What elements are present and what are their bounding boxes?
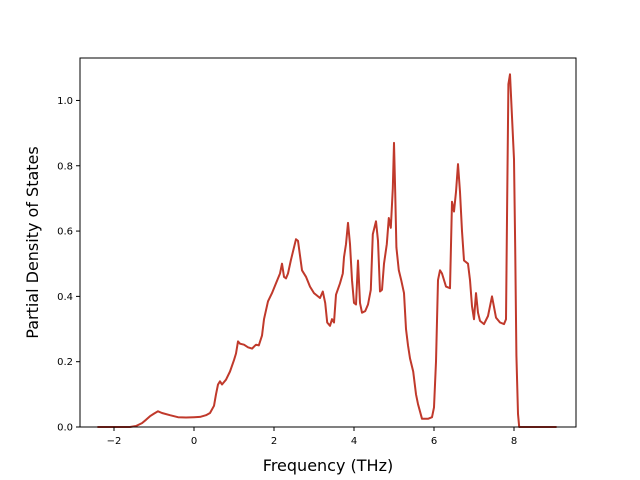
y-tick-label: 0.2 [57,357,73,368]
x-axis-label: Frequency (THz) [263,456,393,475]
y-tick-label: 1.0 [57,96,73,107]
series-line-pdos [97,73,557,428]
y-tick-label: 0.6 [57,227,73,238]
x-axis-ticks: −2 0 2 4 6 8 [107,427,517,447]
x-tick-label: 0 [191,436,197,447]
x-tick-label: 2 [271,436,277,447]
axes-frame [79,57,577,428]
y-axis-ticks: 0.0 0.2 0.4 0.6 0.8 1.0 [57,96,80,434]
y-tick-label: 0.0 [57,423,73,434]
y-axis-label: Partial Density of States [23,146,42,338]
x-tick-label: 4 [351,436,357,447]
x-tick-label: −2 [107,436,122,447]
x-tick-label: 8 [511,436,517,447]
y-tick-label: 0.8 [57,161,73,172]
y-tick-label: 0.4 [57,292,73,303]
plot-area [97,73,557,428]
x-tick-label: 6 [431,436,437,447]
